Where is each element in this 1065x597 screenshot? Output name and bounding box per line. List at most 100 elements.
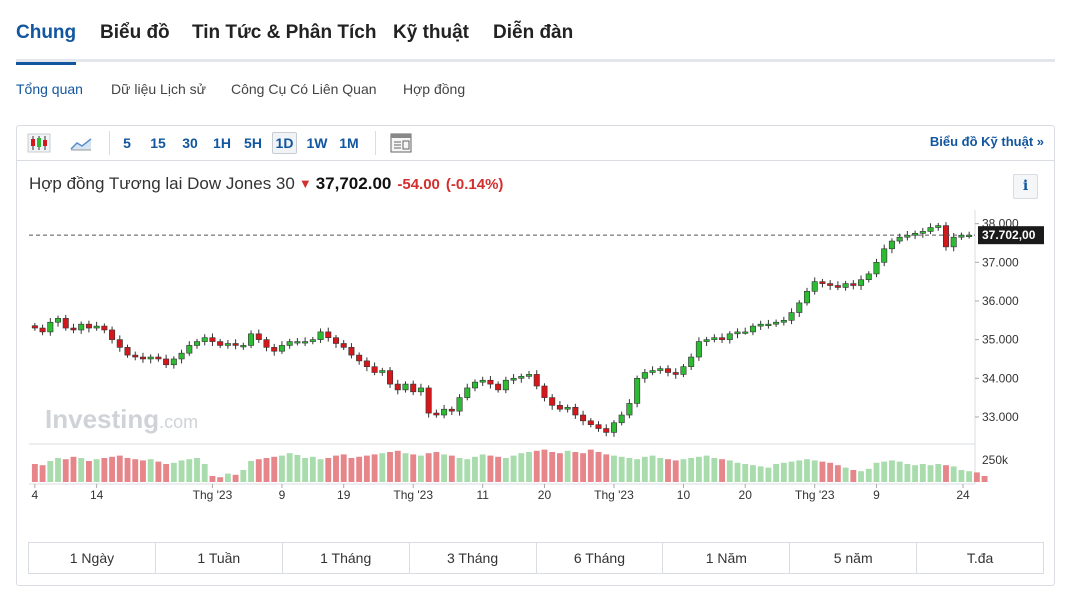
candle-body[interactable] bbox=[348, 347, 355, 356]
candle-body[interactable] bbox=[417, 387, 424, 393]
candle-body[interactable] bbox=[888, 240, 895, 250]
candle-body[interactable] bbox=[286, 341, 293, 346]
candle-body[interactable] bbox=[533, 374, 540, 387]
candle-body[interactable] bbox=[680, 366, 687, 375]
timeframe-5h[interactable]: 5H bbox=[244, 135, 262, 151]
candle-body[interactable] bbox=[665, 368, 672, 373]
candle-body[interactable] bbox=[124, 347, 131, 356]
candle-body[interactable] bbox=[170, 358, 177, 366]
candle-body[interactable] bbox=[317, 331, 324, 340]
candle-body[interactable] bbox=[526, 374, 533, 377]
candle-body[interactable] bbox=[865, 273, 872, 281]
candle-body[interactable] bbox=[232, 343, 239, 346]
candle-body[interactable] bbox=[448, 408, 455, 412]
candle-body[interactable] bbox=[248, 333, 255, 346]
candle-body[interactable] bbox=[873, 262, 880, 275]
range-1-ngay[interactable]: 1 Ngày bbox=[29, 543, 156, 573]
candle-body[interactable] bbox=[456, 397, 463, 412]
tab-bieu-do[interactable]: Biểu đồ bbox=[100, 22, 170, 43]
candle-body[interactable] bbox=[634, 377, 641, 404]
candle-body[interactable] bbox=[688, 356, 695, 367]
range-5-nam[interactable]: 5 năm bbox=[790, 543, 918, 573]
candle-body[interactable] bbox=[711, 337, 718, 340]
candle-body[interactable] bbox=[186, 345, 193, 354]
candle-body[interactable] bbox=[55, 318, 62, 323]
candle-body[interactable] bbox=[39, 327, 46, 333]
subtab-du-lieu-lich-su[interactable]: Dữ liệu Lịch sử bbox=[111, 81, 206, 97]
candle-body[interactable] bbox=[70, 327, 77, 331]
candle-body[interactable] bbox=[471, 381, 478, 389]
tab-chung[interactable]: Chung bbox=[16, 22, 77, 65]
candle-body[interactable] bbox=[62, 318, 69, 329]
candle-body[interactable] bbox=[433, 412, 440, 416]
candle-body[interactable] bbox=[780, 320, 787, 323]
candle-body[interactable] bbox=[672, 372, 679, 375]
candle-body[interactable] bbox=[479, 379, 486, 383]
candle-body[interactable] bbox=[209, 337, 216, 342]
candle-body[interactable] bbox=[518, 376, 525, 379]
candle-body[interactable] bbox=[549, 397, 556, 406]
candle-body[interactable] bbox=[950, 236, 957, 248]
timeframe-1d[interactable]: 1D bbox=[272, 132, 297, 154]
candle-body[interactable] bbox=[379, 370, 386, 373]
candle-body[interactable] bbox=[47, 321, 54, 333]
candle-body[interactable] bbox=[263, 339, 270, 348]
candle-body[interactable] bbox=[31, 325, 38, 329]
timeframe-5[interactable]: 5 bbox=[123, 135, 131, 151]
layout-icon[interactable] bbox=[389, 132, 413, 154]
candlestick-icon[interactable] bbox=[27, 132, 51, 154]
candle-body[interactable] bbox=[919, 231, 926, 234]
candle-body[interactable] bbox=[626, 403, 633, 416]
subtab-cong-cu-lien-quan[interactable]: Công Cụ Có Liên Quan bbox=[231, 81, 377, 97]
candle-body[interactable] bbox=[788, 312, 795, 321]
candle-body[interactable] bbox=[132, 354, 139, 358]
candle-body[interactable] bbox=[387, 370, 394, 385]
candle-body[interactable] bbox=[541, 385, 548, 398]
candle-body[interactable] bbox=[842, 283, 849, 288]
candle-body[interactable] bbox=[495, 383, 502, 391]
candle-body[interactable] bbox=[201, 337, 208, 342]
candle-body[interactable] bbox=[332, 337, 339, 344]
subtab-hop-dong[interactable]: Hợp đồng bbox=[403, 81, 466, 97]
candle-body[interactable] bbox=[78, 323, 85, 331]
candle-body[interactable] bbox=[942, 225, 949, 248]
candle-body[interactable] bbox=[703, 339, 710, 342]
candle-body[interactable] bbox=[641, 372, 648, 379]
candle-body[interactable] bbox=[927, 227, 934, 232]
range-3-thang[interactable]: 3 Tháng bbox=[410, 543, 537, 573]
candle-body[interactable] bbox=[394, 383, 401, 391]
timeframe-1m[interactable]: 1M bbox=[339, 135, 359, 151]
candle-body[interactable] bbox=[796, 302, 803, 313]
candle-body[interactable] bbox=[819, 281, 826, 284]
candle-body[interactable] bbox=[487, 379, 494, 385]
candle-body[interactable] bbox=[294, 341, 301, 344]
candle-body[interactable] bbox=[93, 325, 100, 329]
candle-body[interactable] bbox=[163, 358, 170, 366]
candle-body[interactable] bbox=[912, 233, 919, 236]
subtab-tong-quan[interactable]: Tổng quan bbox=[16, 81, 83, 97]
candle-body[interactable] bbox=[742, 331, 749, 334]
candle-body[interactable] bbox=[610, 422, 617, 433]
candle-body[interactable] bbox=[510, 377, 517, 381]
candle-body[interactable] bbox=[425, 387, 432, 414]
timeframe-30[interactable]: 30 bbox=[182, 135, 198, 151]
candle-body[interactable] bbox=[649, 370, 656, 373]
candle-body[interactable] bbox=[595, 424, 602, 429]
candle-body[interactable] bbox=[757, 323, 764, 327]
candle-body[interactable] bbox=[194, 341, 201, 346]
candle-body[interactable] bbox=[603, 428, 610, 433]
candle-body[interactable] bbox=[178, 352, 185, 360]
candle-body[interactable] bbox=[850, 283, 857, 286]
candle-body[interactable] bbox=[881, 248, 888, 263]
candle-body[interactable] bbox=[325, 331, 332, 338]
candle-body[interactable] bbox=[858, 279, 865, 286]
tab-ky-thuat[interactable]: Kỹ thuật bbox=[393, 22, 469, 43]
tab-tin-tuc-phan-tich[interactable]: Tin Tức & Phân Tích bbox=[192, 22, 377, 43]
candle-body[interactable] bbox=[441, 408, 448, 416]
candle-body[interactable] bbox=[371, 366, 378, 373]
timeframe-1h[interactable]: 1H bbox=[213, 135, 231, 151]
candle-body[interactable] bbox=[255, 333, 262, 340]
price-chart[interactable]: Investing.com 33.000 34.000 35.000 36.000 37.… bbox=[17, 126, 1054, 511]
candle-body[interactable] bbox=[695, 341, 702, 358]
candle-body[interactable] bbox=[464, 387, 471, 398]
